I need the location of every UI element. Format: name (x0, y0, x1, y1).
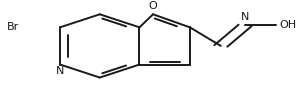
Text: N: N (241, 12, 249, 22)
Text: OH: OH (279, 20, 296, 30)
Text: Br: Br (7, 22, 19, 32)
Text: N: N (56, 66, 64, 76)
Text: O: O (149, 1, 157, 11)
